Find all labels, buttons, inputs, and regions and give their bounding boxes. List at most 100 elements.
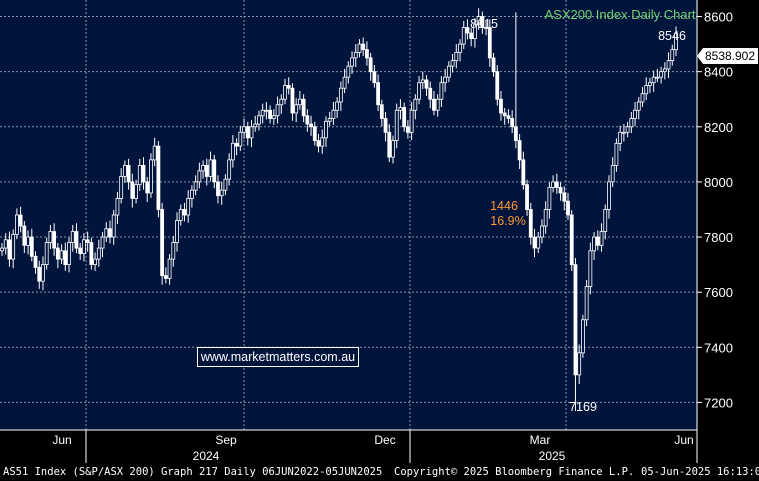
candle-body bbox=[197, 170, 202, 183]
x-month-label: Jun bbox=[52, 433, 71, 447]
candle-body bbox=[674, 32, 678, 51]
y-tick-label: 7400 bbox=[704, 340, 733, 355]
candle-body bbox=[178, 209, 183, 221]
candle-body bbox=[607, 181, 611, 210]
candle-body bbox=[171, 242, 176, 260]
candles bbox=[0, 8, 678, 411]
candle-body bbox=[175, 220, 179, 243]
candle-body bbox=[208, 159, 213, 177]
candle-body bbox=[614, 142, 619, 166]
candle-body bbox=[599, 231, 604, 246]
candle-body bbox=[581, 319, 585, 354]
website-label[interactable]: www.marketmatters.com.au bbox=[197, 347, 359, 367]
candle-body bbox=[335, 101, 340, 111]
candle-body bbox=[70, 231, 75, 243]
candle-body bbox=[454, 51, 459, 62]
candle-body bbox=[417, 82, 421, 100]
candle-body bbox=[648, 82, 652, 86]
candle-body bbox=[387, 131, 392, 158]
candle-body bbox=[156, 145, 161, 210]
candle-body bbox=[506, 115, 511, 119]
candle-body bbox=[465, 27, 470, 34]
candle-body bbox=[227, 159, 232, 180]
low-annotation: 7169 bbox=[569, 400, 597, 414]
candle-body bbox=[33, 255, 38, 268]
candle-body bbox=[238, 131, 243, 147]
candle-body bbox=[499, 98, 503, 114]
candle-body bbox=[428, 87, 433, 100]
candle-body bbox=[0, 247, 4, 252]
candle-body bbox=[383, 118, 388, 133]
candle-body bbox=[294, 104, 299, 114]
candle-body bbox=[420, 79, 425, 84]
candle-body bbox=[636, 101, 641, 111]
high-annotation: 8615 bbox=[470, 17, 498, 31]
drop-points-annotation: 1446 bbox=[490, 199, 518, 213]
candle-body bbox=[484, 27, 488, 29]
x-tick-labels: Jun Sep Dec Mar Jun 2024 2025 bbox=[52, 430, 694, 463]
candle-body bbox=[249, 126, 254, 139]
candle-body bbox=[510, 118, 515, 128]
candle-body bbox=[37, 266, 42, 282]
candle-body bbox=[405, 126, 410, 133]
candle-body bbox=[491, 57, 496, 73]
candle-body bbox=[361, 43, 366, 51]
candle-body bbox=[234, 142, 239, 147]
candle-body bbox=[487, 27, 492, 59]
candle-body bbox=[48, 231, 53, 243]
candle-body bbox=[577, 352, 582, 376]
candle-body bbox=[52, 231, 57, 249]
candle-body bbox=[7, 239, 12, 260]
candle-body bbox=[439, 82, 444, 100]
y-tick-label: 8000 bbox=[704, 175, 733, 190]
y-tick-label: 8600 bbox=[704, 10, 733, 25]
candle-body bbox=[245, 126, 250, 139]
candle-body bbox=[618, 131, 623, 144]
candle-body bbox=[67, 242, 71, 266]
candle-body bbox=[391, 140, 395, 158]
candle-body bbox=[82, 239, 86, 254]
recent-annotation: 8546 bbox=[658, 29, 686, 43]
candle-body bbox=[368, 57, 373, 73]
candle-body bbox=[312, 126, 317, 141]
candle-body bbox=[365, 49, 369, 59]
candle-body bbox=[543, 209, 548, 227]
candle-body bbox=[446, 65, 451, 78]
candle-body bbox=[357, 43, 362, 53]
candle-body bbox=[193, 181, 198, 191]
candle-body bbox=[137, 164, 142, 186]
candle-body bbox=[126, 164, 131, 183]
candle-body bbox=[44, 242, 49, 266]
candle-body bbox=[402, 107, 407, 128]
candle-body bbox=[309, 123, 313, 128]
candle-body bbox=[219, 189, 224, 197]
candle-body bbox=[573, 264, 578, 376]
candle-body bbox=[279, 98, 284, 106]
y-tick-label: 8200 bbox=[704, 120, 733, 135]
candle-body bbox=[316, 140, 321, 147]
candle-body bbox=[230, 142, 235, 161]
candle-body bbox=[190, 189, 194, 199]
candle-body bbox=[182, 209, 187, 216]
candle-body bbox=[41, 264, 45, 282]
gridlines bbox=[0, 0, 698, 463]
candle-body bbox=[517, 140, 522, 161]
candle-body bbox=[286, 85, 291, 89]
candle-body bbox=[29, 236, 34, 257]
candle-body bbox=[566, 200, 570, 216]
candle-body bbox=[353, 51, 358, 59]
candle-body bbox=[554, 181, 559, 188]
candle-body bbox=[540, 225, 544, 238]
candle-body bbox=[640, 93, 645, 103]
candle-body bbox=[443, 76, 448, 84]
x-month-label: Sep bbox=[215, 433, 237, 447]
candle-body bbox=[633, 109, 637, 119]
footer-copyright: Copyright© 2025 Bloomberg Finance L.P. bbox=[394, 466, 635, 478]
candle-body bbox=[119, 176, 124, 199]
candle-body bbox=[134, 184, 138, 199]
candle-body bbox=[275, 104, 280, 117]
candle-body bbox=[320, 137, 325, 147]
y-tick-label: 7600 bbox=[704, 285, 733, 300]
candle-body bbox=[271, 115, 276, 119]
